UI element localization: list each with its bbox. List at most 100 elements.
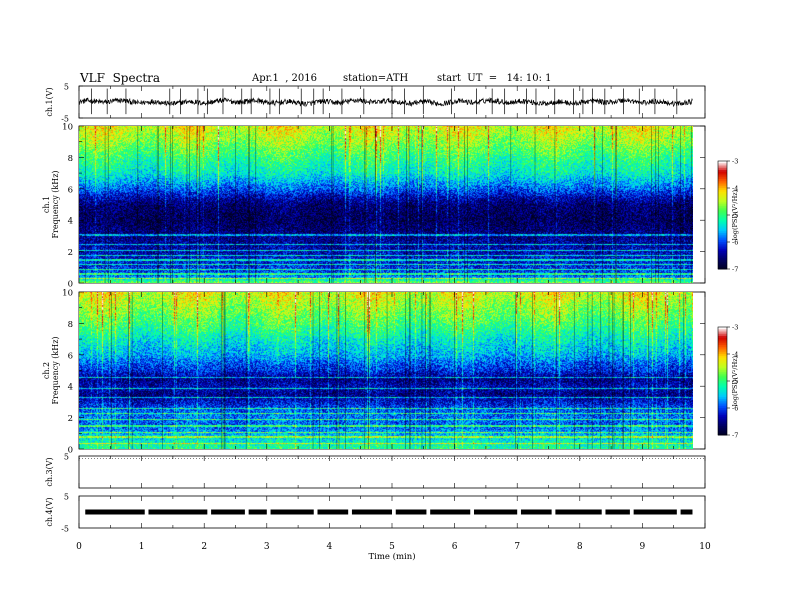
ch2-spectrogram-colorbar-cell	[718, 337, 727, 341]
ch2-spectrogram-colorbar-cell	[718, 330, 727, 333]
ch1-spectrogram-colorbar-cell	[718, 188, 727, 191]
ch1-spectrogram-colorbar-cell	[718, 261, 727, 265]
ch2-spectrogram-colorbar-cell	[718, 384, 727, 387]
ch1-spectrogram-colorbar-cell	[718, 260, 727, 263]
ch1-spectrogram-colorbar-cell	[718, 215, 727, 218]
ch2-spectrogram-ytick-label: 8	[68, 320, 73, 330]
ch1-spectrogram-colorbar-cell	[718, 227, 727, 230]
time-tick-label: 8	[577, 542, 583, 552]
ch1-spectrogram-colorbar-cell	[718, 162, 727, 166]
ch1-spectrogram-colorbar-cell	[718, 233, 727, 236]
ch2-spectrogram-colorbar-cell	[718, 355, 727, 359]
ch4-trace-segment	[680, 509, 693, 515]
ch1-trace	[79, 97, 693, 108]
ch2-spectrogram-colorbar-cell	[718, 354, 727, 357]
ch4-trace-segment	[633, 509, 677, 515]
ch1-spectrogram-colorbar-cell	[718, 175, 727, 178]
ch4-trace-segment	[555, 509, 602, 515]
ch2-spectrogram-colorbar-cell	[718, 339, 727, 342]
ch1-spectrogram-colorbar-cell	[718, 166, 727, 169]
ch1-spectrogram-colorbar-cell	[718, 252, 727, 256]
ch1-spectrogram-colorbar-cell	[718, 171, 727, 175]
ch1-spectrogram-colorbar-cell	[718, 229, 727, 232]
ch1-ylabel: ch.1(V)	[45, 87, 54, 116]
ch2-spectrogram-colorbar-cell	[718, 332, 727, 335]
ch2-spectrogram-colorbar-cell	[718, 343, 727, 346]
ch2-spectrogram-colorbar-cell	[718, 429, 727, 432]
ch2-spectrogram-colorbar-cell	[718, 390, 727, 393]
ch2-spectrogram-colorbar-tick-label: -3	[732, 324, 738, 332]
ch2-spectrogram-colorbar-cell	[718, 382, 727, 386]
ch2-spectrogram-colorbar-cell	[718, 391, 727, 395]
ch1-spectrogram-colorbar-cell	[718, 213, 727, 216]
ch2-spectrogram-colorbar-cell	[718, 341, 727, 344]
ch2-spectrogram-ylabel: Frequency (kHz)	[51, 336, 60, 404]
ch1-spectrogram-colorbar-cell	[718, 256, 727, 259]
ch2-spectrogram-colorbar-cell	[718, 397, 727, 400]
time-tick-label: 9	[640, 542, 646, 552]
ch2-spectrogram-colorbar-cell	[718, 379, 727, 382]
ch4-trace-segment	[270, 509, 314, 515]
ch2-spectrogram-ytick-label: 10	[62, 289, 73, 299]
ch2-spectrogram-colorbar-cell	[718, 375, 727, 378]
ch1-spectrogram-heatmap-image	[79, 126, 693, 283]
ch4-ylabel: ch.4(V)	[45, 497, 54, 526]
ch1-spectrogram-colorbar-cell	[718, 179, 727, 182]
ch4-ytick-label: -5	[61, 525, 69, 534]
ch1-spectrogram-colorbar-cell	[718, 251, 727, 254]
ch1-spectrogram-colorbar-cell	[718, 202, 727, 205]
ch1-spectrogram-colorbar-cell	[718, 173, 727, 176]
ch1-spectrogram-colorbar-cell	[718, 161, 727, 164]
ch1-spectrogram-colorbar-cell	[718, 224, 727, 227]
ch2-spectrogram-colorbar-cell	[718, 404, 727, 407]
ch2-spectrogram-colorbar-cell	[718, 381, 727, 384]
ch2-spectrogram-colorbar-cell	[718, 431, 727, 434]
ch1-spectrogram-colorbar-cell	[718, 238, 727, 241]
ch2-spectrogram-colorbar-cell	[718, 415, 727, 418]
ch2-spectrogram-heatmap-image	[79, 292, 693, 449]
ch2-spectrogram-colorbar-tick-label: -4	[732, 351, 738, 359]
ch2-spectrogram-colorbar-tick-label: -7	[732, 432, 738, 440]
ch2-spectrogram-colorbar-cell	[718, 408, 727, 411]
ch1-spectrogram-colorbar-cell	[718, 198, 727, 202]
time-tick-label: 0	[76, 542, 82, 552]
ch2-spectrogram-colorbar-cell	[718, 393, 727, 396]
ch4-trace-segment	[248, 509, 267, 515]
ch1-spectrogram-colorbar-cell	[718, 243, 727, 247]
ch4-trace-segment	[395, 509, 427, 515]
ch1-spectrogram-colorbar-tick-label: -6	[732, 239, 738, 247]
ch2-spectrogram-colorbar-cell	[718, 363, 727, 366]
ch2-spectrogram-colorbar-cell	[718, 328, 727, 332]
ch2-spectrogram-ytick-label: 4	[68, 383, 73, 393]
ch1-spectrogram-colorbar-tick-label: -4	[732, 185, 738, 193]
ch1-spectrogram-colorbar-cell	[718, 216, 727, 220]
ch1-spectrogram-colorbar-cell	[718, 180, 727, 184]
ch1-spectrogram-colorbar-cell	[718, 195, 727, 198]
ch1-spectrogram-colorbar-tick-label: -5	[732, 212, 738, 220]
ch1-spectrogram-colorbar-cell	[718, 207, 727, 211]
ch4-trace-segment	[605, 509, 630, 515]
ch1-spectrogram-colorbar-cell	[718, 184, 727, 187]
ch1-spectrogram-channel-label: ch.1	[42, 196, 51, 213]
ch1-spectrogram-colorbar-cell	[718, 236, 727, 239]
ch1-spectrogram-colorbar-cell	[718, 170, 727, 173]
ch4-trace-segment	[351, 509, 392, 515]
time-tick-label: 6	[452, 542, 458, 552]
ch2-spectrogram-colorbar-cell	[718, 348, 727, 351]
ch1-spectrogram-colorbar-cell	[718, 200, 727, 203]
ch2-spectrogram-colorbar-cell	[718, 327, 727, 330]
ch2-spectrogram-colorbar-cell	[718, 426, 727, 429]
ch2-spectrogram-colorbar	[717, 326, 730, 436]
ch1-spectrogram-colorbar-cell	[718, 242, 727, 245]
ch1-spectrogram-colorbar-cell	[718, 263, 727, 266]
ch2-spectrogram-colorbar-cell	[718, 427, 727, 431]
ch1-spectrogram-colorbar-tick-label: -7	[732, 266, 738, 274]
ch1-ytick-label: 5	[64, 83, 69, 92]
ch1-spectrogram-ytick-label: 10	[62, 123, 73, 133]
ch1-spectrogram-ytick-label: 0	[68, 280, 73, 290]
ch1-spectrogram-ytick-label: 6	[68, 185, 73, 195]
ch1-spectrogram-colorbar-cell	[718, 240, 727, 243]
ch1-spectrogram-colorbar-cell	[718, 234, 727, 238]
ch1-spectrogram-colorbar-cell	[718, 231, 727, 234]
ch2-spectrogram-ytick-label: 6	[68, 351, 73, 361]
